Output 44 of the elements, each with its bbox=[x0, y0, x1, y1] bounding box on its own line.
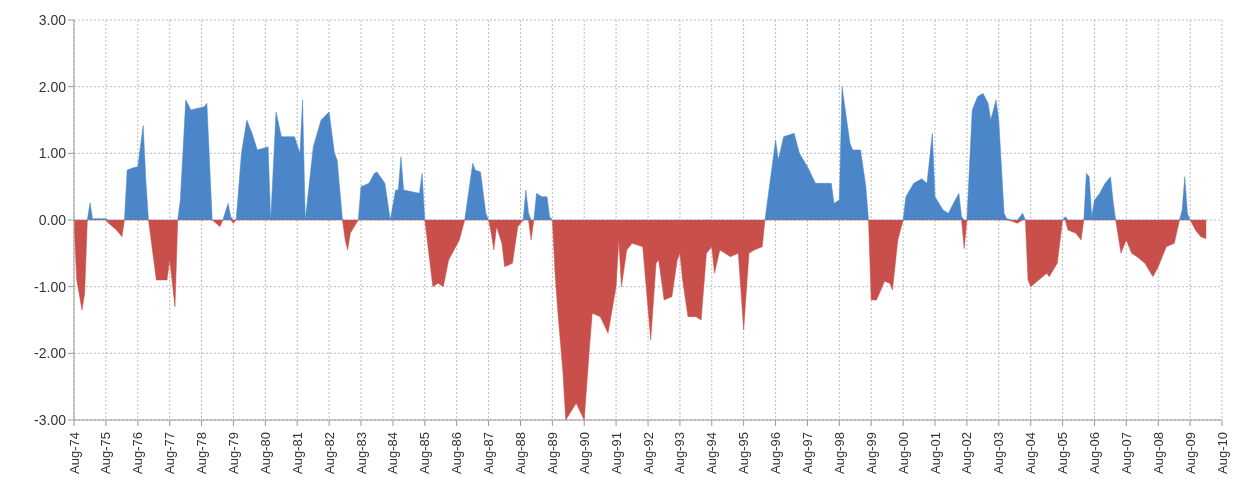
x-tick-label: Aug-00 bbox=[895, 432, 911, 474]
y-tick-label: 3.00 bbox=[38, 11, 67, 28]
x-tick-label: Aug-97 bbox=[800, 432, 816, 474]
y-tick-label: -1.00 bbox=[34, 278, 67, 295]
x-tick-label: Aug-92 bbox=[640, 432, 656, 474]
x-tick-label: Aug-77 bbox=[162, 432, 178, 474]
x-tick-label: Aug-88 bbox=[513, 432, 529, 474]
x-tick-label: Aug-95 bbox=[736, 432, 752, 474]
x-tick-label: Aug-93 bbox=[672, 432, 688, 474]
x-tick-label: Aug-98 bbox=[831, 432, 847, 474]
y-tick-label: 1.00 bbox=[38, 145, 67, 162]
x-tick-label: Aug-04 bbox=[1023, 432, 1039, 474]
y-tick-label: -2.00 bbox=[34, 345, 67, 362]
x-tick-label: Aug-74 bbox=[66, 432, 82, 474]
x-tick-label: Aug-91 bbox=[608, 432, 624, 474]
x-tick-label: Aug-07 bbox=[1118, 432, 1134, 474]
x-tick-label: Aug-03 bbox=[991, 432, 1007, 474]
x-tick-label: Aug-86 bbox=[449, 432, 465, 474]
x-tick-label: Aug-01 bbox=[927, 432, 943, 474]
y-tick-label: 2.00 bbox=[38, 78, 67, 95]
x-tick-label: Aug-96 bbox=[768, 432, 784, 474]
x-tick-label: Aug-02 bbox=[959, 432, 975, 474]
x-tick-label: Aug-79 bbox=[225, 432, 241, 474]
x-tick-label: Aug-10 bbox=[1214, 432, 1230, 474]
x-tick-label: Aug-80 bbox=[257, 432, 273, 474]
x-tick-label: Aug-82 bbox=[321, 432, 337, 474]
x-tick-label: Aug-78 bbox=[194, 432, 210, 474]
y-tick-label: 0.00 bbox=[38, 211, 67, 228]
x-tick-label: Aug-75 bbox=[98, 432, 114, 474]
x-tick-label: Aug-85 bbox=[417, 432, 433, 474]
x-tick-label: Aug-87 bbox=[481, 432, 497, 474]
x-tick-label: Aug-99 bbox=[863, 432, 879, 474]
x-tick-label: Aug-89 bbox=[544, 432, 560, 474]
x-tick-label: Aug-81 bbox=[289, 432, 305, 474]
x-tick-label: Aug-76 bbox=[130, 432, 146, 474]
x-tick-label: Aug-06 bbox=[1086, 432, 1102, 474]
x-tick-label: Aug-90 bbox=[576, 432, 592, 474]
x-tick-label: Aug-83 bbox=[353, 432, 369, 474]
x-tick-label: Aug-84 bbox=[385, 432, 401, 474]
x-tick-label: Aug-08 bbox=[1150, 432, 1166, 474]
y-tick-label: -3.00 bbox=[34, 411, 67, 428]
x-tick-label: Aug-94 bbox=[704, 432, 720, 474]
x-tick-label: Aug-09 bbox=[1182, 432, 1198, 474]
x-tick-label: Aug-05 bbox=[1055, 432, 1071, 474]
